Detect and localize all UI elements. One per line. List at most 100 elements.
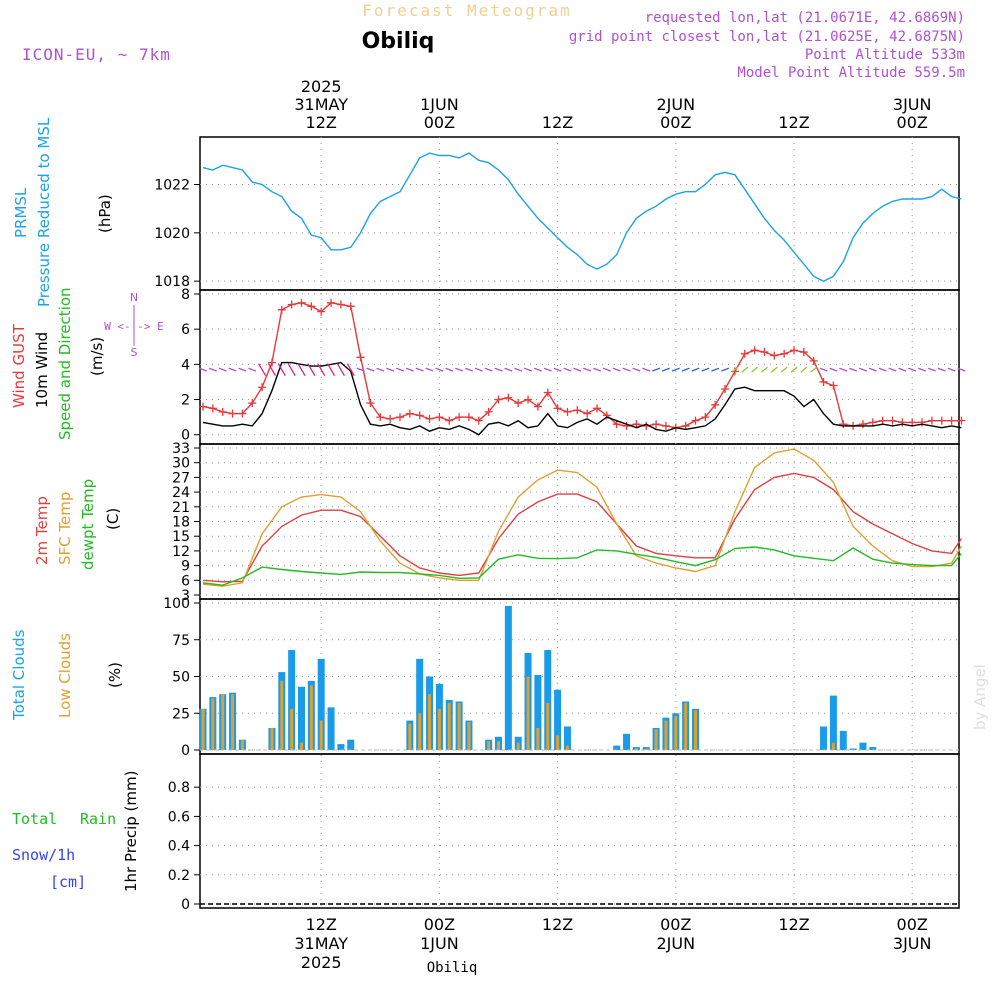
low-cloud-bar [516,742,520,750]
gust-marker [888,416,897,425]
wind-direction-arrow [504,367,513,372]
wind-direction-arrow [543,367,552,372]
temperature-tick-label: 6 [181,573,190,589]
wind-direction-arrow [474,367,483,372]
wind-direction-arrow [425,367,434,372]
gust-marker [514,399,523,408]
temperature-tick-label: 15 [172,529,190,545]
compass-n: N [130,291,138,304]
wind-gust-label: Wind GUST [10,323,28,408]
gust-marker [277,305,286,314]
gust-marker [524,395,533,404]
series-line-prmsl [202,152,962,282]
top-time-label: 12Z [542,113,573,132]
wind-direction-arrow [366,367,375,372]
gust-marker [868,418,877,427]
total-cloud-bar [849,748,857,750]
wind-tick-label: 8 [181,287,190,303]
gust-marker [878,416,887,425]
total-cloud-bar [869,747,877,750]
wind-direction-arrow [947,367,956,372]
low-cloud-bar [201,708,205,750]
total-cloud-bar [554,689,562,750]
total-cloud-bar [337,744,345,750]
gust-marker [760,348,769,357]
wind-direction-arrow [819,367,828,372]
top-time-label: 2JUN [657,95,696,114]
wind-direction-arrow [829,367,838,372]
gust-marker [258,383,267,392]
model-altitude: Model Point Altitude 559.5m [737,65,965,81]
total-cloud-bar [544,650,552,750]
pressure-unit-label: (hPa) [96,194,114,233]
temperature-tick-label: 27 [172,470,190,486]
product-title: Forecast Meteogram [362,1,571,20]
wind-direction-arrow [800,366,808,373]
wind-direction-arrow [484,367,493,372]
low-cloud-bar [457,702,461,750]
wind-direction-arrow [514,367,523,372]
wind-direction-arrow [751,366,759,373]
wind-direction-arrow [731,366,739,373]
gust-marker [533,402,542,411]
wind-unit-label: (m/s) [88,337,106,376]
total-cloud-bar [317,658,325,750]
bottom-time-label: 2025 [301,953,342,972]
low-cloud-bar [467,722,471,750]
gust-marker [267,358,276,367]
gust-marker [504,393,513,402]
wind-direction-arrow [524,367,533,372]
wind-direction-arrow [622,367,631,372]
gust-marker [937,416,946,425]
temperature-tick-label: 9 [181,559,190,575]
clouds-panel-labels: Total Clouds Low Clouds (%) [10,629,124,721]
total-cloud-bar [829,695,837,750]
wind-direction-arrow [218,367,227,372]
total-clouds-label: Total Clouds [10,629,28,721]
low-cloud-bar [526,676,530,750]
gust-marker [563,407,572,416]
gust-marker [415,411,424,420]
total-cloud-bar [288,650,296,750]
gust-marker [790,346,798,355]
gust-marker [898,418,907,427]
gust-marker [297,298,306,307]
low-cloud-bar [546,702,550,750]
low-cloud-bar [644,748,648,750]
wind-direction-arrow [455,367,464,372]
gust-marker [208,404,217,413]
wind-direction-arrow [632,367,641,372]
total-cloud-bar [623,733,631,750]
rain-label: Rain [80,810,116,828]
gust-marker [918,418,927,427]
wind-direction-arrow [868,367,877,372]
gust-marker [711,400,720,409]
bottom-time-label: 00Z [424,915,455,934]
gust-marker [908,418,917,427]
low-cloud-bar [309,685,313,750]
wind-direction-arrow [602,367,611,372]
bottom-time-label: 1JUN [420,934,459,953]
temperature-frame [199,443,960,600]
wind-10m-label: 10m Wind [33,332,51,408]
wind-direction-arrow [790,366,798,373]
precipitation-tick-label: 0 [181,897,190,913]
dewpt-label: dewpt Temp [79,479,97,570]
gust-marker [543,388,552,397]
wind-direction-arrow [346,363,355,377]
low-cloud-bar [221,694,225,750]
clouds-tick-label: 25 [172,706,190,722]
top-time-label: 12Z [306,113,337,132]
gust-marker [386,414,395,423]
gust-marker [947,416,956,425]
prmsl-label: PRMSL [12,187,30,238]
low-cloud-bar [674,716,678,750]
gust-marker [435,413,444,422]
wind-direction-arrow [721,367,730,372]
wind-direction-arrow [612,367,621,372]
low-cloud-bar [319,720,323,750]
wind-direction-arrow [199,367,207,372]
wind-direction-arrow [888,367,897,372]
